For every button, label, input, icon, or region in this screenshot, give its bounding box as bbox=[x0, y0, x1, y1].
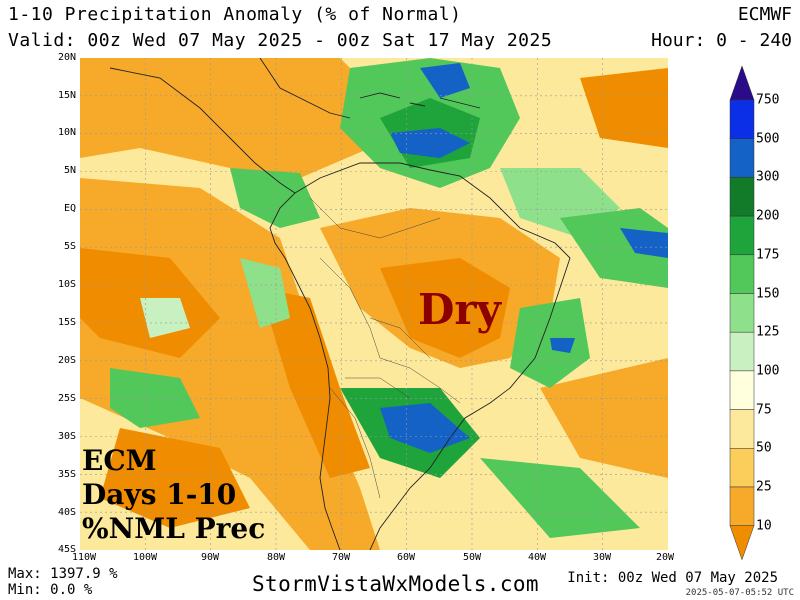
legend-swatch bbox=[729, 370, 755, 410]
precip-anomaly-map: Dry ECM Days 1-10 %NML Prec bbox=[80, 58, 668, 550]
overlay-line: Days 1-10 bbox=[82, 478, 237, 511]
country-borders bbox=[309, 197, 461, 499]
init-time: Init: 00z Wed 07 May 2025 bbox=[567, 570, 778, 586]
legend-swatch bbox=[729, 99, 755, 139]
dry-annotation: Dry bbox=[418, 285, 501, 334]
lat-label: 40S bbox=[57, 507, 76, 518]
lon-label: 60W bbox=[396, 552, 416, 563]
min-value: Min: 0.0 % bbox=[8, 582, 93, 598]
overlay-line: ECM bbox=[82, 444, 157, 477]
lon-label: 70W bbox=[331, 552, 351, 563]
map-canvas bbox=[80, 58, 668, 550]
graticule bbox=[80, 58, 668, 550]
lat-label: 10S bbox=[57, 279, 76, 290]
legend-swatch bbox=[729, 293, 755, 333]
lat-label: 5N bbox=[63, 165, 76, 176]
very-wet-anomaly-areas bbox=[380, 63, 668, 453]
legend-label: 10 bbox=[756, 518, 772, 534]
legend-swatch bbox=[729, 215, 755, 256]
forecast-hours: Hour: 0 - 240 bbox=[651, 30, 792, 51]
legend-label: 25 bbox=[756, 479, 772, 495]
legend-swatch bbox=[729, 254, 755, 294]
max-value: Max: 1397.9 % bbox=[8, 566, 118, 582]
lon-label: 20W bbox=[655, 552, 675, 563]
lon-label: 110W bbox=[71, 552, 97, 563]
legend-label: 300 bbox=[756, 169, 780, 185]
lat-label: 30S bbox=[57, 431, 76, 442]
overlay-line: %NML Prec bbox=[82, 512, 266, 545]
site-url: StormVistaWxModels.com bbox=[252, 572, 539, 596]
model-name: ECMWF bbox=[737, 4, 792, 25]
lat-label: 5S bbox=[63, 241, 76, 252]
lon-label: 30W bbox=[592, 552, 612, 563]
legend-label: 50 bbox=[756, 440, 772, 456]
lon-label: 80W bbox=[266, 552, 286, 563]
color-legend bbox=[729, 65, 755, 561]
lat-label: 10N bbox=[57, 127, 76, 138]
legend-swatch-max bbox=[729, 65, 755, 101]
generated-timestamp: 2025-05-07-05:52 UTC bbox=[685, 588, 794, 598]
legend-swatch bbox=[729, 331, 755, 372]
lon-label: 100W bbox=[132, 552, 158, 563]
legend-label: 750 bbox=[756, 92, 780, 108]
legend-swatch bbox=[729, 448, 755, 488]
lat-label: 45S bbox=[57, 544, 76, 555]
legend-label: 200 bbox=[756, 208, 780, 224]
lat-label: 15N bbox=[57, 90, 76, 101]
legend-swatch-min bbox=[729, 525, 755, 561]
legend-swatch bbox=[729, 138, 755, 178]
model-overlay-text: ECM Days 1-10 %NML Prec bbox=[82, 444, 265, 546]
legend-swatch bbox=[729, 409, 755, 449]
legend-label: 100 bbox=[756, 363, 780, 379]
map-title: 1-10 Precipitation Anomaly (% of Normal) bbox=[8, 4, 462, 25]
legend-label: 175 bbox=[756, 247, 780, 263]
lat-label: 15S bbox=[57, 317, 76, 328]
lat-label: 35S bbox=[57, 469, 76, 480]
lat-label: EQ bbox=[63, 203, 76, 214]
lon-label: 50W bbox=[462, 552, 482, 563]
legend-swatch bbox=[729, 486, 755, 526]
lon-label: 40W bbox=[527, 552, 547, 563]
legend-label: 125 bbox=[756, 324, 780, 340]
legend-label: 500 bbox=[756, 131, 780, 147]
lat-label: 20N bbox=[57, 52, 76, 63]
lon-label: 90W bbox=[200, 552, 220, 563]
lat-label: 20S bbox=[57, 355, 76, 366]
legend-swatch bbox=[729, 177, 755, 217]
legend-label: 75 bbox=[756, 402, 772, 418]
legend-label: 150 bbox=[756, 286, 780, 301]
coastlines bbox=[109, 58, 571, 550]
lat-label: 25S bbox=[57, 393, 76, 404]
valid-period: Valid: 00z Wed 07 May 2025 - 00z Sat 17 … bbox=[8, 30, 553, 51]
